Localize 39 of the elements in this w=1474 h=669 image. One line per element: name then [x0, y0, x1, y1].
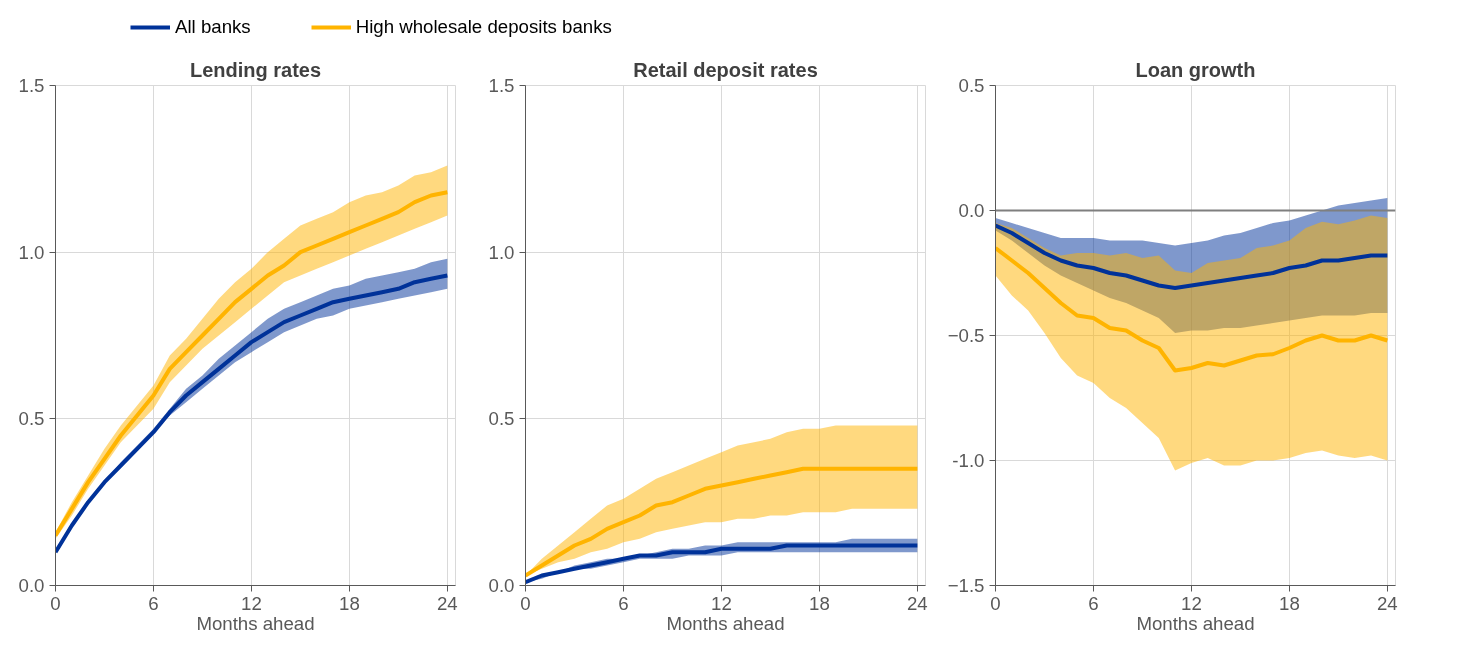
x-tick-label: 18 [809, 592, 830, 614]
x-tick-label: 12 [241, 592, 262, 614]
x-tick-label: 24 [1376, 592, 1398, 614]
x-tick-label: 0 [520, 592, 531, 614]
line-series [995, 223, 1390, 290]
y-tick-label: 1.5 [18, 75, 45, 96]
x-tick-label: 0 [50, 592, 61, 614]
y-tick-label: −1.5 [947, 575, 985, 596]
y-tick-label: 0.5 [488, 408, 515, 430]
y-tick-label: 0.5 [18, 408, 45, 430]
x-axis-title: Months ahead [1136, 612, 1255, 634]
x-tick-label: 12 [1181, 592, 1202, 614]
chart-title: Lending rates [189, 58, 322, 81]
y-tick-label: 1.0 [18, 241, 45, 263]
x-tick-label: 24 [906, 592, 928, 614]
x-axis-title: Months ahead [196, 612, 315, 634]
legend-label: High wholesale deposits banks [355, 16, 612, 38]
y-tick-label: −0.5 [947, 325, 985, 346]
x-tick-label: 24 [436, 592, 458, 614]
y-tick-label: 0.5 [958, 75, 985, 96]
x-tick-label: 12 [711, 592, 732, 614]
x-axis-title: Months ahead [666, 612, 785, 634]
chart-title: Loan growth [1135, 58, 1256, 81]
y-tick-label: 1.5 [488, 75, 515, 96]
line-series [995, 246, 1390, 373]
y-tick-label: 0.0 [958, 200, 985, 221]
legend-label: All banks [175, 16, 251, 38]
y-tick-label: -1.0 [952, 450, 985, 471]
chart-title: Retail deposit rates [633, 58, 818, 81]
x-tick-label: 6 [618, 592, 629, 614]
x-tick-label: 18 [339, 592, 360, 614]
y-tick-label: 0.0 [488, 575, 515, 596]
x-tick-label: 6 [1088, 592, 1099, 614]
x-tick-label: 18 [1279, 592, 1300, 614]
x-tick-label: 6 [148, 592, 159, 614]
y-tick-label: 1.0 [488, 241, 515, 263]
y-tick-label: 0.0 [18, 575, 45, 596]
line-series [525, 466, 920, 578]
x-tick-label: 0 [990, 592, 1001, 614]
